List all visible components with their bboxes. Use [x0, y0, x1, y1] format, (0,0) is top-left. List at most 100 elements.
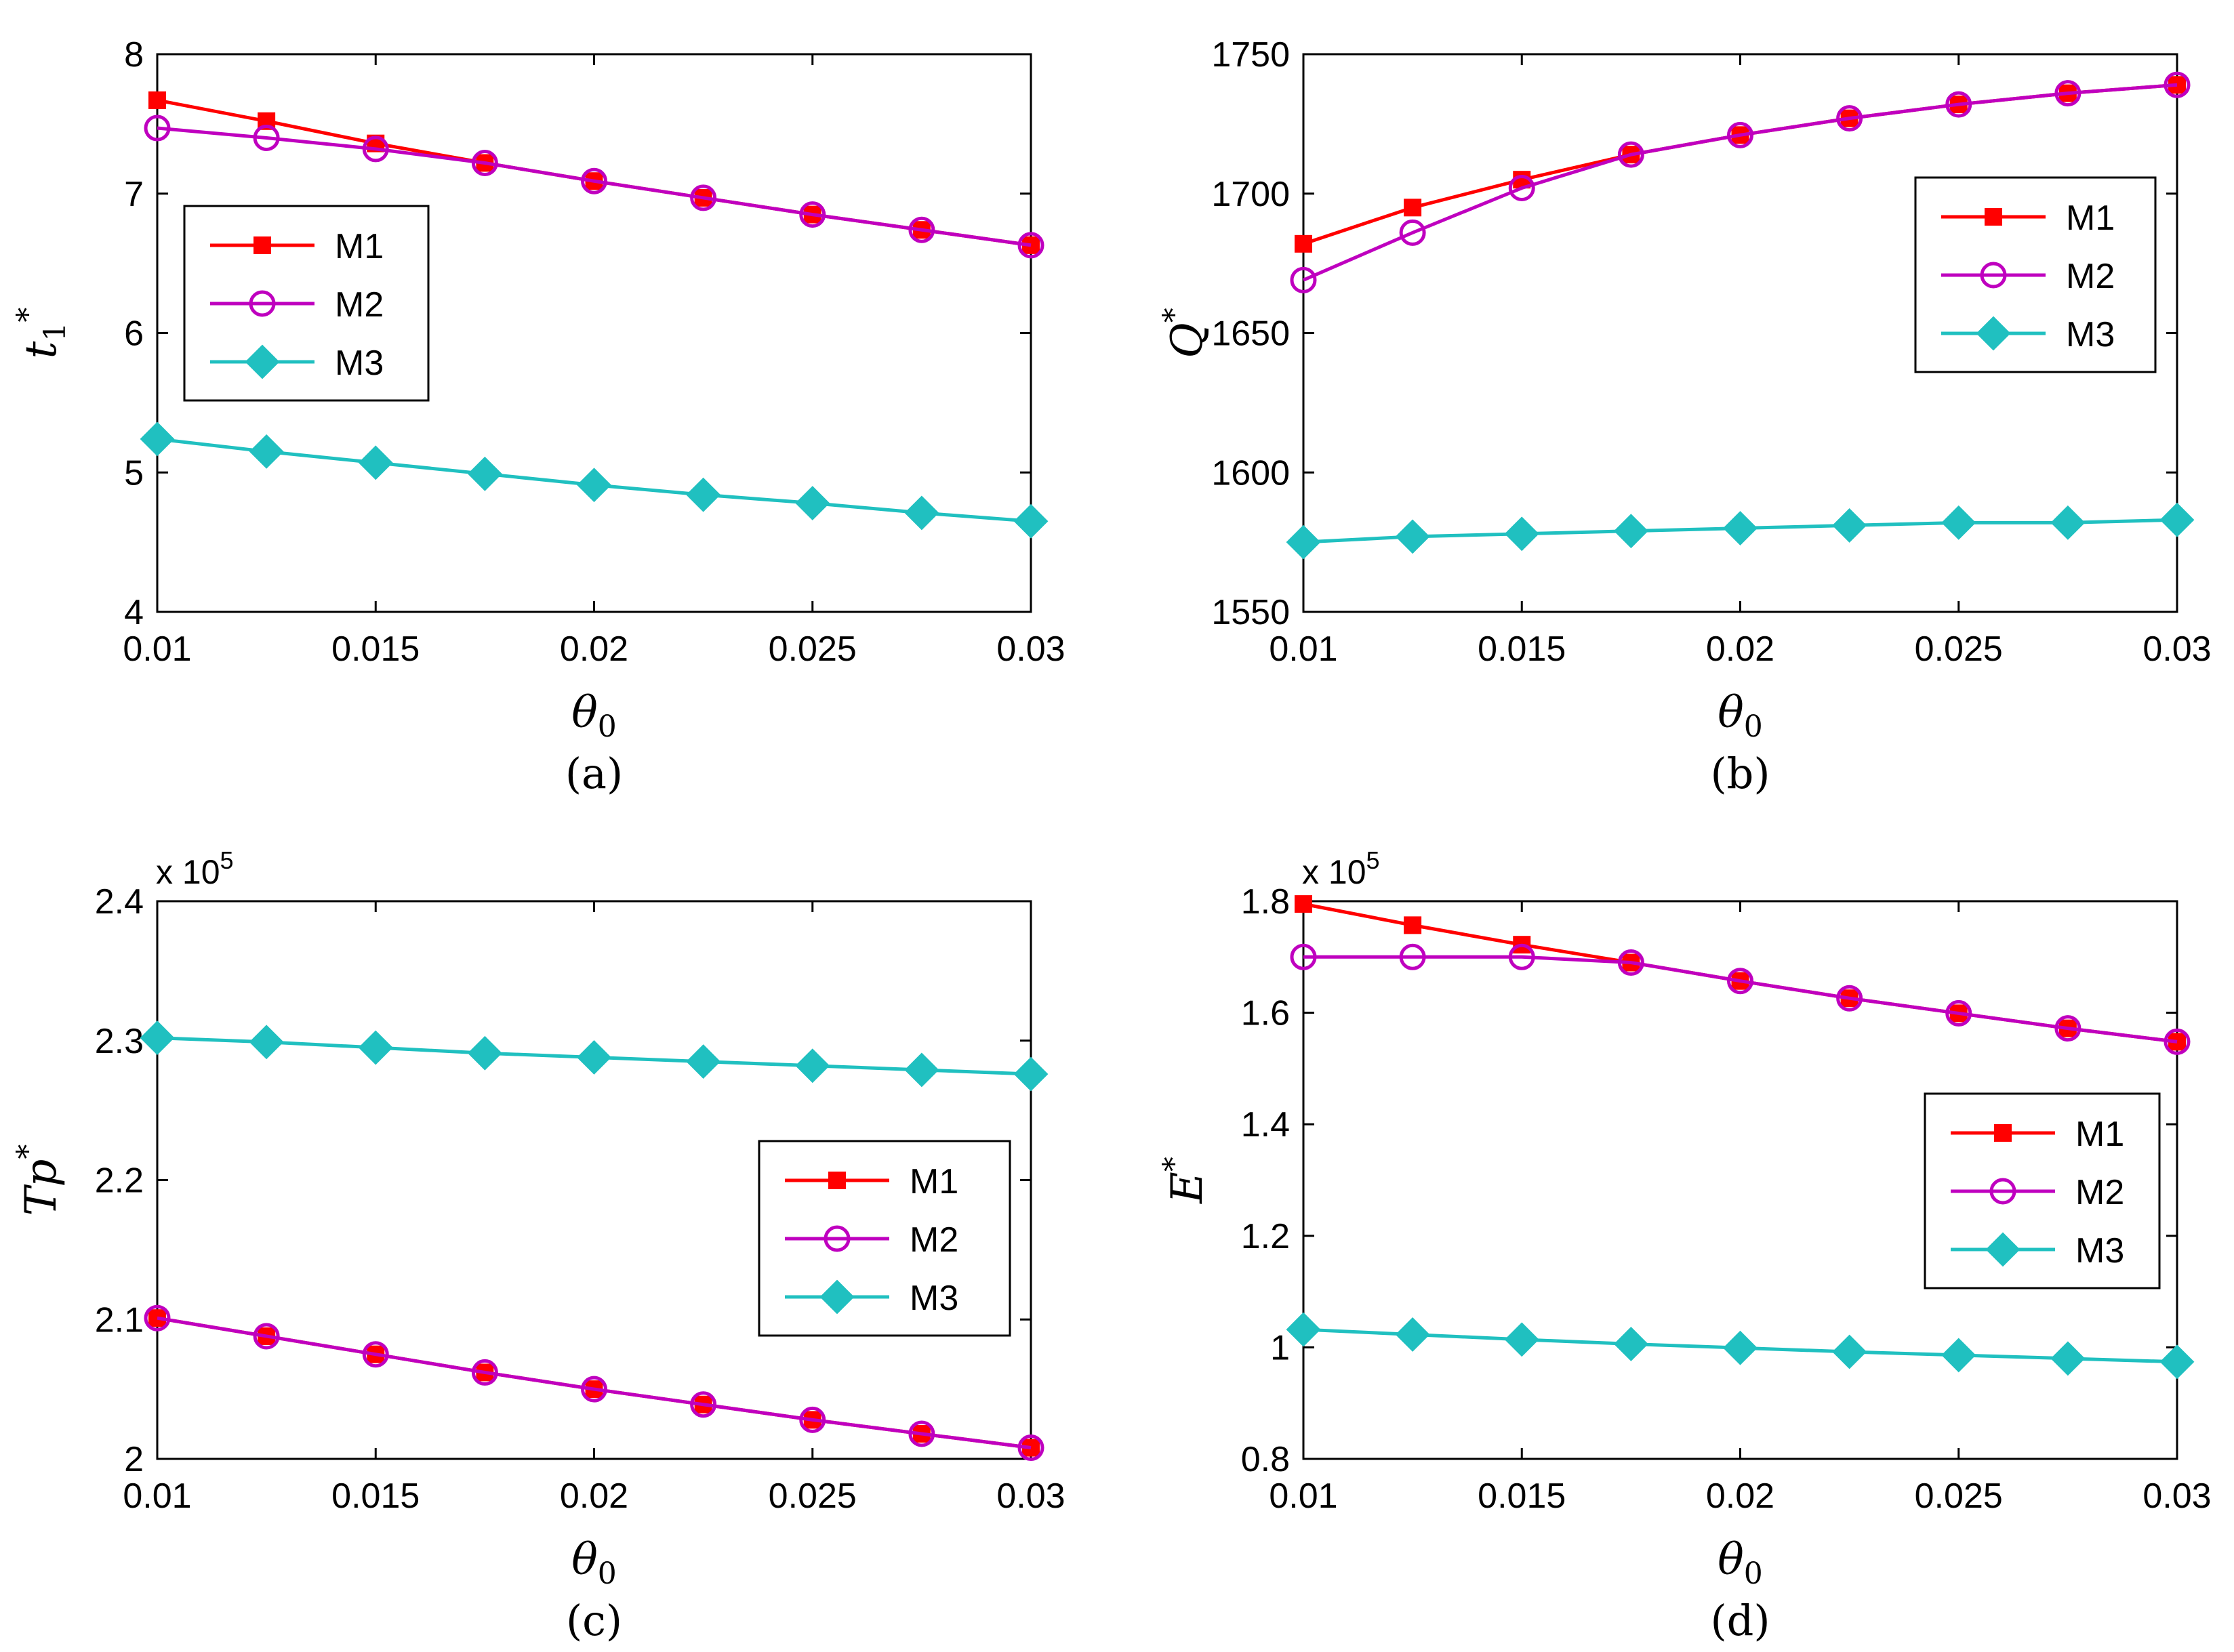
- data-point-m2: [362, 136, 389, 163]
- y-tick-label: 1.6: [1241, 994, 1290, 1033]
- data-point-m2: [144, 1304, 171, 1331]
- data-point-m3: [2159, 1344, 2195, 1380]
- data-point-m3: [358, 445, 393, 480]
- legend-marker-m2: [1989, 1178, 2016, 1205]
- x-tick-label: 0.02: [560, 1477, 628, 1516]
- data-point-m2: [362, 1341, 389, 1368]
- legend-label-m1: M1: [910, 1162, 958, 1201]
- x-tick-label: 0.025: [1915, 629, 2003, 669]
- data-point-m2: [471, 149, 498, 176]
- data-point-m3: [1832, 1334, 1867, 1369]
- y-tick-label: 2.2: [95, 1161, 144, 1201]
- data-point-m3: [1504, 516, 1539, 552]
- legend-marker-m1: [253, 236, 271, 254]
- data-point-m2: [908, 216, 935, 243]
- y-tick-label: 0.8: [1241, 1440, 1290, 1479]
- y-tick-label: 2.4: [95, 882, 144, 922]
- y-axis-label: t1*: [11, 308, 73, 359]
- x-axis-label-sub: 0: [598, 709, 617, 744]
- data-point-m3: [577, 468, 611, 503]
- x-axis-label-main: θ: [571, 1535, 598, 1585]
- y-axis-label-sup: *: [1157, 1157, 1192, 1172]
- data-point-m2: [1399, 943, 1426, 970]
- y-tick-label: 1.8: [1241, 882, 1290, 922]
- legend-marker-m2: [824, 1225, 851, 1252]
- data-point-m2: [253, 1323, 280, 1350]
- data-point-m3: [1013, 503, 1049, 539]
- y-axis-label: E*: [1157, 1157, 1213, 1204]
- legend-label-m2: M2: [2075, 1173, 2124, 1212]
- x-axis-label-sub: 0: [1744, 709, 1763, 744]
- y-axis-label-sup: *: [1157, 308, 1192, 323]
- x-tick-label: 0.025: [769, 1477, 857, 1516]
- axis-exponent: x 105: [156, 846, 234, 891]
- y-axis-label-main: Q: [1162, 323, 1213, 358]
- data-point-m3: [249, 434, 284, 469]
- data-point-m2: [1945, 91, 1972, 118]
- y-tick-label: 1: [1270, 1328, 1290, 1367]
- data-point-m3: [1395, 1317, 1430, 1352]
- data-point-m2: [1617, 949, 1644, 976]
- panel-caption: (a): [565, 749, 623, 798]
- legend-marker-m1: [1994, 1124, 2012, 1142]
- series-line-m2: [1303, 83, 2178, 282]
- data-point-m3: [140, 421, 175, 457]
- data-point-m3: [795, 1048, 830, 1083]
- y-tick-label: 8: [124, 35, 144, 75]
- data-point-m3: [467, 1035, 502, 1071]
- legend-marker-m3: [819, 1279, 855, 1315]
- x-tick-label: 0.02: [1706, 629, 1774, 669]
- data-point-m1: [1404, 916, 1422, 934]
- legend-marker-m2: [1980, 262, 2007, 289]
- x-tick-label: 0.025: [1915, 1477, 2003, 1516]
- data-point-m2: [1290, 266, 1317, 293]
- data-point-m2: [908, 1420, 935, 1447]
- y-tick-label: 7: [124, 175, 144, 214]
- data-point-m2: [1617, 141, 1644, 168]
- y-tick-label: 1.4: [1241, 1105, 1290, 1144]
- x-axis-label: θ0: [1718, 1535, 1763, 1591]
- y-tick-label: 2: [124, 1440, 144, 1479]
- y-tick-label: 1750: [1211, 35, 1290, 75]
- data-point-m3: [1013, 1056, 1049, 1092]
- data-point-m3: [1395, 519, 1430, 554]
- data-point-m3: [2050, 505, 2086, 540]
- y-tick-label: 1.2: [1241, 1217, 1290, 1256]
- y-axis-label-sup: *: [11, 1144, 45, 1159]
- data-point-m2: [1727, 121, 1753, 148]
- data-point-m3: [1832, 508, 1867, 543]
- x-axis-label-main: θ: [571, 688, 598, 738]
- x-axis-label-sub: 0: [598, 1556, 617, 1591]
- x-tick-label: 0.015: [331, 1477, 420, 1516]
- legend-label-m2: M2: [910, 1220, 958, 1260]
- data-point-m3: [2159, 502, 2195, 537]
- y-tick-label: 2.1: [95, 1300, 144, 1340]
- y-tick-label: 1700: [1211, 175, 1290, 214]
- data-point-m2: [144, 115, 171, 142]
- legend-label-m1: M1: [2066, 199, 2115, 238]
- chart-panel-d: 0.01 0.015 0.02 0.025 0.03 0.8 1 1.2 1.4 1.6 1.8 x …: [1157, 846, 2212, 1645]
- data-point-m2: [1017, 232, 1044, 259]
- data-point-m3: [1723, 511, 1758, 545]
- x-axis-label-sub: 0: [1744, 1556, 1763, 1591]
- panel-caption: (c): [566, 1596, 622, 1645]
- data-point-m2: [1017, 1434, 1044, 1462]
- legend: M1 M2 M3: [1924, 1092, 2161, 1289]
- y-axis-label-sup: *: [11, 308, 45, 323]
- x-tick-label: 0.015: [331, 629, 420, 669]
- x-axis-label: θ0: [1718, 688, 1763, 744]
- series-line-m2: [1303, 955, 2178, 1044]
- x-tick-label: 0.025: [769, 629, 857, 669]
- data-point-m3: [1286, 1312, 1321, 1347]
- legend-marker-m1: [828, 1172, 846, 1189]
- legend-marker-m2: [249, 290, 276, 317]
- legend-label-m3: M3: [2066, 315, 2115, 354]
- legend-label-m3: M3: [335, 344, 384, 383]
- legend-marker-m3: [1985, 1232, 2020, 1267]
- data-point-m3: [686, 477, 721, 512]
- legend-marker-m1: [1985, 208, 2002, 226]
- x-axis-label-main: θ: [1718, 688, 1744, 738]
- x-tick-label: 0.03: [996, 1477, 1065, 1516]
- data-point-m2: [1290, 943, 1317, 970]
